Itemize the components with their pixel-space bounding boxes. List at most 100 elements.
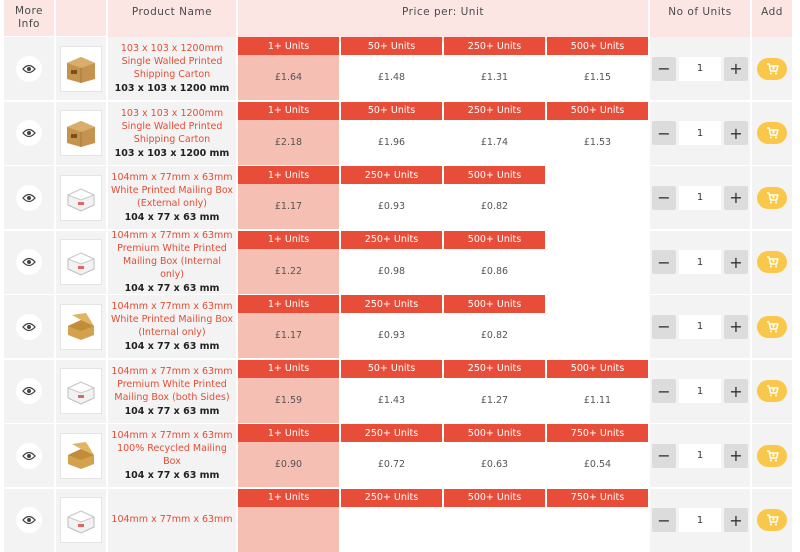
cart-icon[interactable]	[757, 380, 787, 402]
header-more-info: More Info	[4, 0, 54, 36]
price-tier-label: 50+ Units	[341, 359, 442, 378]
price-tier: 250+ Units £1.31	[444, 37, 545, 100]
eye-icon[interactable]	[16, 378, 42, 404]
price-tier: 1+ Units £1.17	[238, 166, 339, 229]
eye-icon[interactable]	[16, 442, 42, 469]
product-thumbnail[interactable]	[60, 110, 102, 156]
plus-icon[interactable]: +	[724, 56, 748, 81]
product-name-link[interactable]: 103 x 103 x 1200mm Single Walled Printed…	[120, 43, 224, 80]
price-tier: 500+ Units £0.82	[444, 166, 545, 229]
minus-icon[interactable]: −	[652, 508, 676, 532]
more-info-cell	[4, 424, 54, 487]
add-cell	[752, 166, 792, 229]
price-tier-label: 500+ Units	[444, 488, 545, 507]
add-cell	[752, 37, 792, 100]
add-cell	[752, 359, 792, 423]
price-tier-value	[341, 507, 442, 552]
product-name-link[interactable]: 104mm x 77mm x 63mm	[111, 514, 233, 525]
product-image-cell	[56, 37, 106, 100]
table-row: 104mm x 77mm x 63mm Premium White Printe…	[0, 230, 800, 294]
quantity-input[interactable]: 1	[679, 379, 721, 403]
header-image-column	[56, 0, 106, 36]
quantity-cell: −1 +	[650, 101, 750, 165]
cart-icon[interactable]	[757, 122, 787, 144]
plus-icon[interactable]: +	[724, 379, 748, 403]
price-tier-label: 250+ Units	[444, 359, 545, 378]
cart-icon[interactable]	[757, 315, 787, 338]
price-tier-label: 250+ Units	[341, 424, 442, 442]
add-cell	[752, 230, 792, 294]
plus-icon[interactable]: +	[724, 185, 748, 210]
eye-icon[interactable]	[16, 184, 42, 211]
product-name-cell: 104mm x 77mm x 63mm	[108, 488, 236, 552]
plus-icon[interactable]: +	[724, 121, 748, 145]
price-tier: 50+ Units £1.43	[341, 359, 442, 423]
cart-icon[interactable]	[757, 186, 787, 209]
product-dimensions: 104 x 77 x 63 mm	[124, 341, 220, 352]
price-tier-value: £0.98	[377, 265, 406, 277]
price-tier: 500+ Units £0.63	[444, 424, 545, 487]
product-name-link[interactable]: 104mm x 77mm x 63mm White Printed Mailin…	[110, 172, 234, 209]
price-tier-label: 1+ Units	[238, 488, 339, 507]
price-tier-label: 750+ Units	[547, 424, 648, 442]
price-tier: 500+ Units £1.15	[547, 37, 648, 100]
product-name-link[interactable]: 104mm x 77mm x 63mm Premium White Printe…	[111, 365, 233, 403]
quantity-input[interactable]: 1	[679, 56, 721, 81]
minus-icon[interactable]: −	[652, 121, 676, 145]
product-name-link[interactable]: 104mm x 77mm x 63mm 100% Recycled Mailin…	[111, 430, 233, 467]
eye-icon[interactable]	[16, 507, 42, 533]
minus-icon[interactable]: −	[652, 56, 676, 81]
minus-icon[interactable]: −	[652, 443, 676, 468]
eye-icon[interactable]	[16, 313, 42, 340]
plus-icon[interactable]: +	[724, 314, 748, 339]
eye-icon[interactable]	[16, 249, 42, 275]
plus-icon[interactable]: +	[724, 508, 748, 532]
cart-icon[interactable]	[757, 509, 787, 531]
minus-icon[interactable]: −	[652, 250, 676, 274]
price-tier-value: £1.74	[480, 136, 509, 148]
plus-icon[interactable]: +	[724, 443, 748, 468]
price-tier: 1+ Units £1.17	[238, 295, 339, 358]
cart-icon[interactable]	[757, 57, 787, 80]
minus-icon[interactable]: −	[652, 379, 676, 403]
product-image-cell	[56, 424, 106, 487]
quantity-stepper: −1 +	[652, 379, 748, 403]
quantity-input[interactable]: 1	[679, 185, 721, 210]
eye-icon[interactable]	[16, 120, 42, 146]
product-thumbnail[interactable]	[60, 303, 102, 350]
price-tier-value: £0.72	[377, 459, 406, 470]
cart-icon[interactable]	[757, 444, 787, 467]
product-name-link[interactable]: 103 x 103 x 1200mm Single Walled Printed…	[120, 107, 224, 145]
quantity-input[interactable]: 1	[679, 250, 721, 274]
product-name-cell: 104mm x 77mm x 63mm White Printed Mailin…	[108, 295, 236, 358]
product-thumbnail[interactable]	[60, 45, 102, 92]
table-row: 103 x 103 x 1200mm Single Walled Printed…	[0, 101, 800, 165]
product-name-link[interactable]: 104mm x 77mm x 63mm Premium White Printe…	[111, 230, 233, 280]
quantity-input[interactable]: 1	[679, 443, 721, 468]
product-thumbnail[interactable]	[60, 368, 102, 414]
price-tier-value: £1.48	[377, 72, 406, 83]
price-tier-value: £1.22	[238, 248, 339, 294]
minus-icon[interactable]: −	[652, 185, 676, 210]
product-thumbnail[interactable]	[60, 239, 102, 285]
product-thumbnail[interactable]	[60, 432, 102, 479]
quantity-input[interactable]: 1	[679, 314, 721, 339]
product-dimensions: 103 x 103 x 1200 mm	[114, 147, 230, 159]
price-tier-value: £1.27	[480, 394, 509, 406]
price-tier-value: £1.15	[583, 72, 612, 83]
quantity-cell: −1 +	[650, 230, 750, 294]
product-image-cell	[56, 101, 106, 165]
minus-icon[interactable]: −	[652, 314, 676, 339]
product-name-link[interactable]: 104mm x 77mm x 63mm White Printed Mailin…	[110, 301, 234, 338]
quantity-stepper: −1 +	[652, 314, 748, 339]
product-thumbnail[interactable]	[60, 174, 102, 221]
price-tier-label: 500+ Units	[547, 101, 648, 120]
quantity-input[interactable]: 1	[679, 508, 721, 532]
plus-icon[interactable]: +	[724, 250, 748, 274]
eye-icon[interactable]	[16, 55, 42, 82]
quantity-input[interactable]: 1	[679, 121, 721, 145]
price-tier-label: 1+ Units	[238, 295, 339, 313]
product-thumbnail[interactable]	[60, 497, 102, 543]
cart-icon[interactable]	[757, 251, 787, 273]
price-tier: 750+ Units £0.54	[547, 424, 648, 487]
